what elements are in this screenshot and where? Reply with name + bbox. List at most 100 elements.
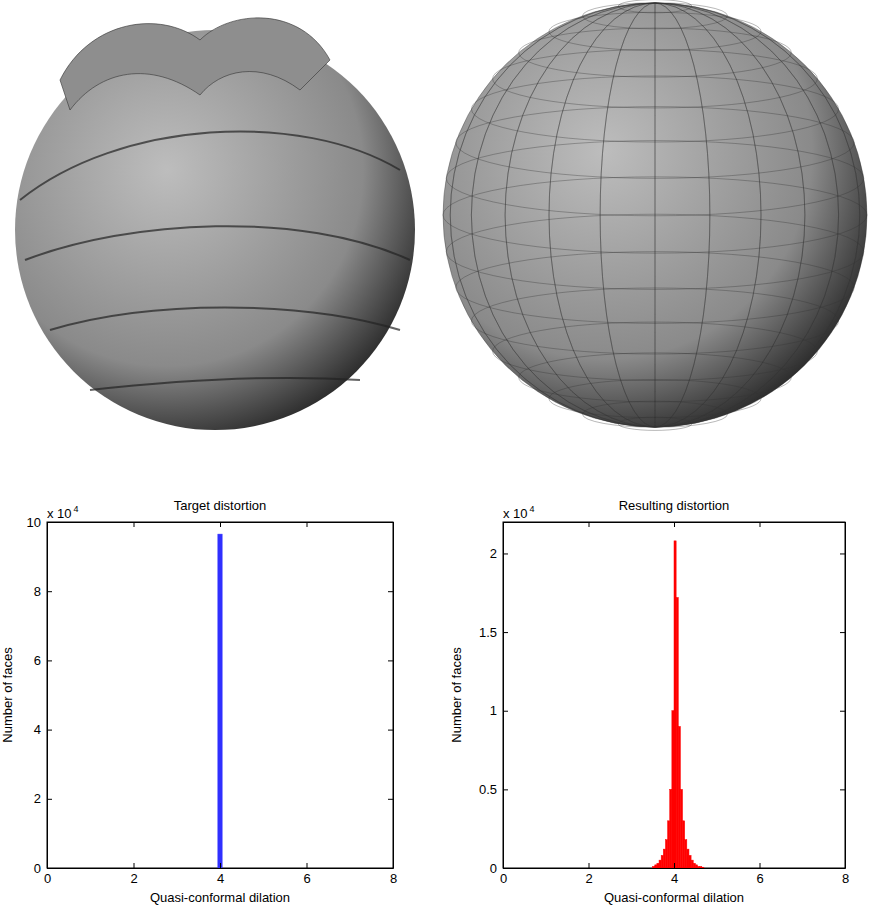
y-axis-right (388, 523, 394, 869)
histogram-bar (695, 865, 697, 868)
y-tick-right (388, 522, 393, 523)
x-axis-title: Quasi-conformal dilation (150, 890, 290, 905)
y-tick-label: 6 (34, 653, 41, 668)
x-tick: 4 (217, 863, 224, 886)
x-tick-label: 2 (130, 871, 137, 886)
x-tick-top (674, 522, 675, 527)
x-tick-mark (674, 522, 675, 527)
y-axis-line (47, 523, 48, 869)
x-tick-label: 2 (585, 871, 592, 886)
mesh-line (471, 3, 838, 427)
chart-title: Resulting distortion (619, 498, 730, 513)
x-axis: 02468 (500, 863, 849, 886)
y-multiplier-exponent: 4 (74, 504, 79, 514)
x-tick: 4 (671, 863, 678, 886)
y-tick-label: 2 (490, 546, 497, 561)
mesh-line (471, 3, 838, 427)
histogram-bar (698, 866, 700, 868)
y-tick: 4 (34, 722, 52, 737)
y-tick-mark (503, 553, 508, 554)
y-tick-right (388, 660, 393, 661)
x-tick-mark (134, 863, 135, 868)
x-axis: 02468 (44, 863, 397, 886)
mesh-line (655, 3, 656, 427)
histogram-panel: 024680246810Target distortionx 104Quasi-… (0, 498, 397, 905)
y-tick-label: 4 (34, 722, 41, 737)
x-tick-top (589, 522, 590, 527)
y-tick-mark (840, 711, 845, 712)
x-tick: 6 (756, 863, 763, 886)
y-tick-mark (840, 789, 845, 790)
x-axis-top (504, 522, 846, 527)
y-tick-label: 8 (34, 584, 41, 599)
y-tick-mark (47, 730, 52, 731)
y-tick: 8 (34, 584, 52, 599)
mesh-line (549, 3, 761, 427)
x-axis-title: Quasi-conformal dilation (604, 890, 744, 905)
y-tick-mark (47, 660, 52, 661)
y-tick-mark (388, 522, 393, 523)
histogram-bar (674, 541, 676, 868)
x-tick: 6 (303, 863, 310, 886)
plot-frame (47, 522, 393, 868)
y-multiplier-base: x 10 (503, 506, 528, 521)
x-tick-label: 4 (217, 871, 224, 886)
histogram-bar (663, 849, 665, 868)
y-multiplier: x 104 (503, 504, 535, 521)
x-tick: 2 (130, 863, 137, 886)
histogram-bar (665, 840, 667, 868)
y-axis: 0246810 (27, 515, 52, 876)
y-tick-right (388, 868, 393, 869)
mesh-ridge (90, 378, 360, 390)
y-multiplier-exponent: 4 (530, 504, 535, 514)
mesh-line (600, 3, 710, 427)
mesh-line (549, 3, 761, 427)
y-tick-mark (388, 591, 393, 592)
y-tick-label: 0 (34, 861, 41, 876)
sphere-mesh (443, 3, 867, 427)
y-axis: 0 0.5 1 1.5 2 (479, 523, 508, 876)
y-multiplier-base: x 10 (47, 506, 72, 521)
y-tick-mark (840, 553, 845, 554)
y-tick-mark (503, 632, 508, 633)
swirl-mesh-top (60, 18, 330, 110)
y-tick-mark (388, 730, 393, 731)
y-tick-right (840, 868, 845, 869)
mesh-ridge (50, 308, 400, 331)
y-tick-right (840, 789, 845, 790)
y-tick: 2 (490, 546, 508, 561)
histogram-bar (653, 866, 655, 868)
histogram-bar (702, 867, 704, 868)
histogram-bar (659, 860, 661, 868)
x-tick-mark (760, 863, 761, 868)
mesh-line (450, 3, 860, 427)
y-axis-line (503, 523, 504, 869)
x-tick-label: 4 (671, 871, 678, 886)
y-axis-right-line (393, 523, 394, 869)
y-tick: 6 (34, 653, 52, 668)
mesh-line (505, 3, 805, 427)
y-tick-mark (503, 868, 508, 869)
histogram-bar (218, 534, 222, 868)
y-tick-right (388, 730, 393, 731)
x-tick-mark (220, 863, 221, 868)
x-tick-top (760, 522, 761, 527)
x-tick-mark (589, 863, 590, 868)
bars (218, 534, 222, 868)
histogram-bar (661, 855, 663, 868)
histogram-bar (685, 840, 687, 868)
y-tick: 1.5 (479, 625, 508, 640)
x-tick-top (220, 522, 221, 527)
y-tick-right (840, 711, 845, 712)
mesh-renders (15, 0, 867, 430)
y-tick-label: 0 (490, 861, 497, 876)
y-tick-mark (840, 632, 845, 633)
y-tick-label: 1 (490, 703, 497, 718)
y-tick: 0.5 (479, 782, 508, 797)
x-axis-top (48, 522, 394, 527)
y-axis-title: Number of faces (449, 647, 464, 743)
y-tick-mark (388, 660, 393, 661)
y-axis-right (840, 523, 846, 869)
x-axis-line (504, 868, 846, 869)
mesh-ridge (25, 226, 410, 260)
